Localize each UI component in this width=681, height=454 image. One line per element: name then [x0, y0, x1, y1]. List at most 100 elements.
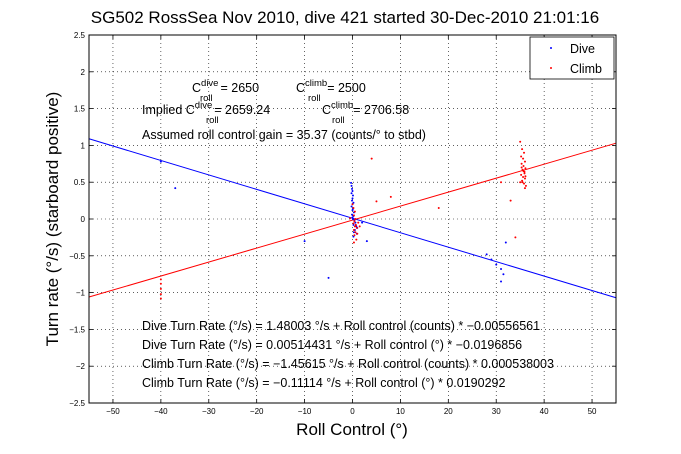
x-axis-label: Roll Control (°) [296, 420, 408, 439]
climb-point [523, 187, 526, 190]
c-dive-text: Cdive = 2650 [192, 78, 259, 95]
dive-point [351, 218, 354, 220]
climb-point [354, 223, 357, 226]
implied-dive-value: = 2659.24 [214, 103, 270, 117]
climb-point [353, 225, 356, 228]
climb-point [357, 221, 360, 224]
c-climb-text: Cclimb= 2500 [296, 78, 366, 95]
climb-point [524, 167, 527, 170]
y-axis-ticks: −2.5 −2 −1.5 −1 −0.5 0 0.5 1 1.5 2 2.5 [69, 31, 616, 408]
dive-point [504, 241, 507, 244]
x-tick-label: 40 [540, 407, 549, 416]
climb-point [514, 236, 517, 239]
climb-point [353, 234, 356, 237]
dive-point [502, 273, 505, 276]
implied-climb-text: Cclimb= 2706.58 [322, 100, 409, 117]
dive-point [351, 187, 354, 190]
y-tick-label: −2.5 [69, 399, 85, 408]
y-tick-label: −1.5 [69, 325, 85, 334]
y-tick-label: 1.5 [74, 105, 86, 114]
climb-point [351, 203, 354, 206]
implied-prefix: Implied C [142, 103, 195, 117]
legend-label-climb: Climb [570, 62, 602, 76]
gain-text: Assumed roll control gain = 35.37 (count… [142, 128, 426, 142]
dive-point [495, 263, 498, 266]
dive-point [351, 194, 354, 197]
x-axis-ticks: −50 −40 −30 −20 −10 0 10 20 30 40 50 [106, 35, 597, 416]
climb-point [354, 231, 357, 234]
dive-point [361, 221, 364, 224]
climb-point [521, 181, 524, 184]
x-tick-label: −20 [250, 407, 264, 416]
climb-point [352, 206, 355, 209]
climb-point [349, 217, 352, 220]
dive-point [352, 235, 355, 238]
climb-point [521, 168, 524, 171]
dive-fit-deg-text: Dive Turn Rate (°/s) = 0.00514431 °/s + … [142, 338, 522, 352]
chart-title: SG502 RossSea Nov 2010, dive 421 started… [91, 8, 599, 27]
dive-point [303, 240, 306, 243]
climb-point [500, 181, 503, 184]
dive-point [350, 192, 353, 195]
climb-point [523, 182, 526, 185]
climb-point [159, 287, 162, 290]
climb-point [520, 166, 523, 169]
climb-point [355, 226, 358, 229]
legend: Dive Climb [529, 36, 615, 80]
c-climb-symbol: C [296, 81, 305, 95]
dive-point [327, 276, 330, 279]
climb-point [522, 165, 525, 168]
dive-point [351, 209, 354, 212]
climb-point [159, 293, 162, 296]
climb-point [437, 206, 440, 209]
y-tick-label: 1 [81, 141, 86, 150]
climb-point [389, 195, 392, 198]
climb-point [523, 172, 526, 175]
x-tick-label: 0 [350, 407, 355, 416]
climb-fit-deg-text: Climb Turn Rate (°/s) = −0.11114 °/s + R… [142, 376, 505, 390]
c-climb-sub: roll [308, 93, 321, 104]
climb-point [358, 225, 361, 228]
c-dive-symbol: C [192, 81, 201, 95]
x-tick-label: −50 [106, 407, 120, 416]
climb-fit-counts-text: Climb Turn Rate (°/s) = −1.45615 °/s + R… [142, 357, 554, 371]
legend-marker-dive [550, 47, 552, 49]
x-tick-label: 10 [396, 407, 405, 416]
climb-point [523, 160, 526, 163]
dive-point [352, 223, 355, 226]
dive-point [500, 280, 503, 283]
y-tick-label: −0.5 [69, 252, 85, 261]
implied-climb-sub: roll [332, 115, 345, 126]
climb-point [522, 176, 525, 179]
climb-point [520, 155, 523, 158]
implied-climb-sup: climb [331, 100, 353, 111]
climb-point [519, 140, 522, 143]
climb-point [520, 173, 523, 176]
climb-point [524, 184, 527, 187]
data-points [159, 140, 527, 300]
x-tick-label: −30 [202, 407, 216, 416]
fit-equations: Dive Turn Rate (°/s) = 1.48003 °/s + Rol… [142, 319, 554, 390]
y-tick-label: 0.5 [74, 178, 86, 187]
c-dive-sub: roll [200, 93, 213, 104]
climb-point [524, 175, 527, 178]
grid-lines [89, 35, 616, 403]
climb-point [520, 162, 523, 165]
climb-point [523, 151, 526, 154]
plot-frame [88, 34, 617, 404]
dive-point [351, 197, 354, 200]
x-tick-label: −40 [154, 407, 168, 416]
y-tick-label: 2 [81, 68, 86, 77]
y-axis-label: Turn rate (°/s) (starboard positive) [43, 92, 62, 347]
climb-point [352, 222, 355, 225]
climb-point [352, 241, 355, 244]
climb-point [509, 199, 512, 202]
dive-point [174, 187, 177, 190]
dive-point [350, 205, 353, 208]
implied-dive-sup: dive [195, 100, 212, 111]
implied-climb-symbol: C [322, 103, 331, 117]
climb-point [370, 157, 373, 160]
climb-point [375, 200, 378, 203]
dive-point [354, 221, 357, 224]
